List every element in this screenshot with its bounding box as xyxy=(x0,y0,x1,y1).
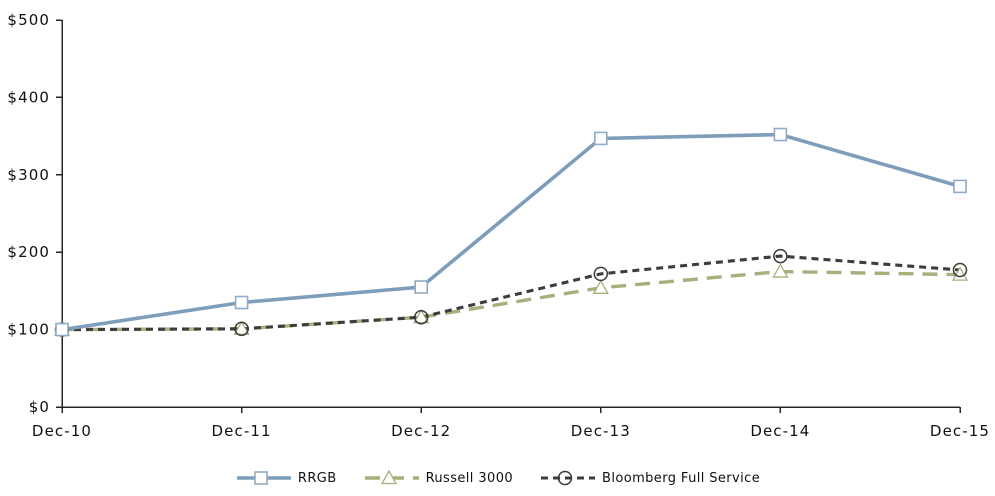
marker-rrgb xyxy=(593,131,608,146)
y-axis-label: $0 xyxy=(29,398,50,416)
marker-russell-3000 xyxy=(413,308,430,324)
legend-marker-bloomberg-full-service xyxy=(557,470,573,486)
y-axis-label: $100 xyxy=(7,321,50,339)
marker-bloomberg-full-service xyxy=(952,262,968,278)
y-axis-label: $400 xyxy=(7,88,50,106)
legend-label-bloomberg-full-service: Bloomberg Full Service xyxy=(602,470,761,486)
marker-rrgb xyxy=(234,295,249,310)
x-axis-label: Dec-10 xyxy=(32,422,92,440)
legend-item-rrgb: RRGB xyxy=(235,469,337,487)
y-axis-label: $300 xyxy=(7,166,50,184)
legend-marker-rrgb xyxy=(254,471,268,485)
legend-item-bloomberg-full-service: Bloomberg Full Service xyxy=(539,469,760,487)
marker-bloomberg-full-service xyxy=(413,309,429,325)
marker-russell-3000 xyxy=(233,320,250,335)
legend-sample-bloomberg-full-service xyxy=(541,470,596,486)
marker-bloomberg-full-service xyxy=(593,266,609,282)
series-line-bloomberg-full-service xyxy=(61,254,961,332)
x-axis-label: Dec-14 xyxy=(750,422,810,440)
marker-rrgb xyxy=(773,127,788,142)
x-axis-label: Dec-13 xyxy=(571,422,631,440)
legend-item-russell-3000: Russell 3000 xyxy=(363,469,513,487)
marker-rrgb xyxy=(55,322,69,337)
marker-rrgb xyxy=(953,179,967,194)
legend-sample-russell-3000 xyxy=(364,469,419,485)
legend-sample-rrgb xyxy=(236,471,291,485)
x-axis-label: Dec-11 xyxy=(212,422,272,440)
marker-bloomberg-full-service xyxy=(234,321,249,337)
legend-label-russell-3000: Russell 3000 xyxy=(425,470,514,486)
series-line-russell-3000 xyxy=(61,269,961,332)
legend-label-rrgb: RRGB xyxy=(297,470,337,486)
series-line-rrgb xyxy=(61,132,961,332)
y-axis-label: $500 xyxy=(7,11,50,29)
y-axis-label: $200 xyxy=(7,243,50,261)
marker-russell-3000 xyxy=(592,279,609,294)
marker-russell-3000 xyxy=(772,263,789,278)
legend-marker-russell-3000 xyxy=(380,469,397,485)
marker-russell-3000 xyxy=(951,266,969,281)
marker-bloomberg-full-service xyxy=(773,248,788,264)
x-axis-label: Dec-12 xyxy=(391,422,451,440)
marker-rrgb xyxy=(414,280,429,294)
chart-legend: RRGB Russell 3000 Bloomberg Full Service xyxy=(0,466,995,490)
x-axis-label: Dec-15 xyxy=(930,422,990,440)
